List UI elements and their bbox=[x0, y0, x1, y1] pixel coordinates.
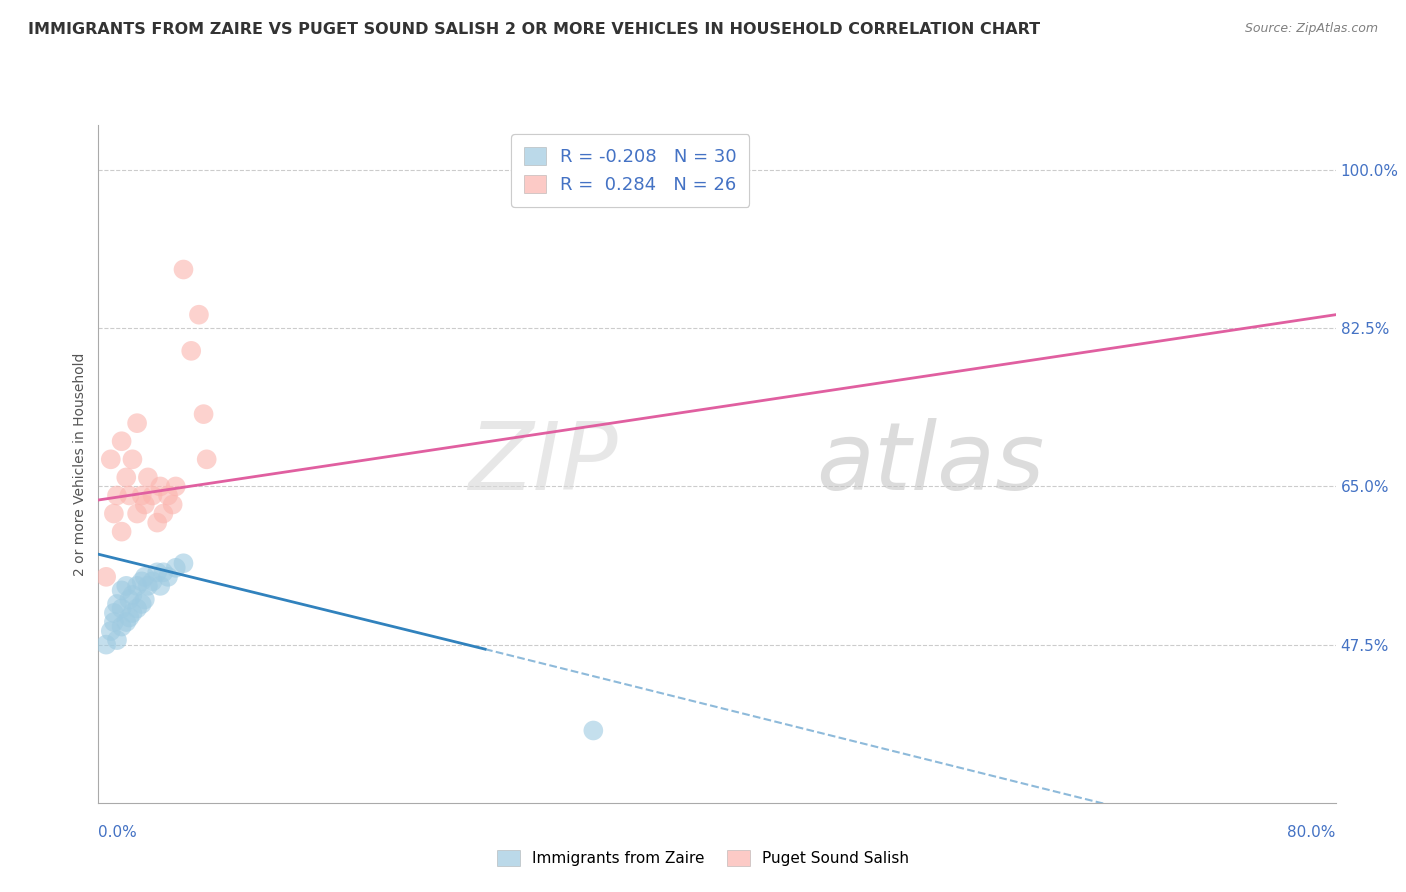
Point bbox=[96, 570, 118, 584]
Text: atlas: atlas bbox=[815, 418, 1045, 509]
Point bbox=[582, 723, 605, 738]
Point bbox=[105, 597, 128, 611]
Point bbox=[105, 633, 128, 648]
Point bbox=[111, 434, 134, 449]
Point bbox=[165, 561, 187, 575]
Point bbox=[152, 507, 174, 521]
Point bbox=[127, 507, 149, 521]
Point bbox=[157, 570, 180, 584]
Point bbox=[149, 579, 172, 593]
Point bbox=[105, 488, 128, 502]
Point bbox=[173, 556, 195, 570]
Point bbox=[136, 579, 159, 593]
Point bbox=[131, 488, 153, 502]
Point bbox=[173, 262, 195, 277]
Text: 80.0%: 80.0% bbox=[1288, 825, 1336, 840]
Point bbox=[96, 638, 118, 652]
Y-axis label: 2 or more Vehicles in Household: 2 or more Vehicles in Household bbox=[73, 352, 87, 575]
Point bbox=[162, 498, 184, 512]
Point bbox=[103, 507, 125, 521]
Point bbox=[134, 570, 156, 584]
Legend: R = -0.208   N = 30, R =  0.284   N = 26: R = -0.208 N = 30, R = 0.284 N = 26 bbox=[512, 134, 749, 207]
Point bbox=[118, 610, 141, 624]
Point bbox=[152, 566, 174, 580]
Point bbox=[111, 619, 134, 633]
Point bbox=[146, 566, 169, 580]
Point bbox=[157, 488, 180, 502]
Point bbox=[146, 516, 169, 530]
Point bbox=[134, 498, 156, 512]
Point bbox=[180, 343, 202, 358]
Point bbox=[127, 601, 149, 615]
Point bbox=[127, 416, 149, 430]
Point bbox=[193, 407, 215, 421]
Point bbox=[188, 308, 211, 322]
Text: IMMIGRANTS FROM ZAIRE VS PUGET SOUND SALISH 2 OR MORE VEHICLES IN HOUSEHOLD CORR: IMMIGRANTS FROM ZAIRE VS PUGET SOUND SAL… bbox=[28, 22, 1040, 37]
Text: Source: ZipAtlas.com: Source: ZipAtlas.com bbox=[1244, 22, 1378, 36]
Point bbox=[149, 479, 172, 493]
Point bbox=[165, 479, 187, 493]
Point bbox=[134, 592, 156, 607]
Point bbox=[131, 597, 153, 611]
Point bbox=[121, 452, 143, 467]
Point bbox=[103, 615, 125, 629]
Point bbox=[103, 606, 125, 620]
Point bbox=[142, 574, 165, 589]
Point bbox=[100, 624, 122, 638]
Point bbox=[100, 452, 122, 467]
Point bbox=[136, 470, 159, 484]
Text: 0.0%: 0.0% bbox=[98, 825, 138, 840]
Text: ZIP: ZIP bbox=[468, 418, 619, 509]
Point bbox=[131, 574, 153, 589]
Point bbox=[115, 470, 138, 484]
Point bbox=[195, 452, 218, 467]
Legend: Immigrants from Zaire, Puget Sound Salish: Immigrants from Zaire, Puget Sound Salis… bbox=[488, 841, 918, 875]
Point bbox=[111, 524, 134, 539]
Point bbox=[115, 615, 138, 629]
Point bbox=[121, 606, 143, 620]
Point bbox=[111, 601, 134, 615]
Point bbox=[142, 488, 165, 502]
Point bbox=[118, 488, 141, 502]
Point bbox=[111, 583, 134, 598]
Point bbox=[127, 579, 149, 593]
Point bbox=[115, 579, 138, 593]
Point bbox=[118, 592, 141, 607]
Point bbox=[121, 588, 143, 602]
